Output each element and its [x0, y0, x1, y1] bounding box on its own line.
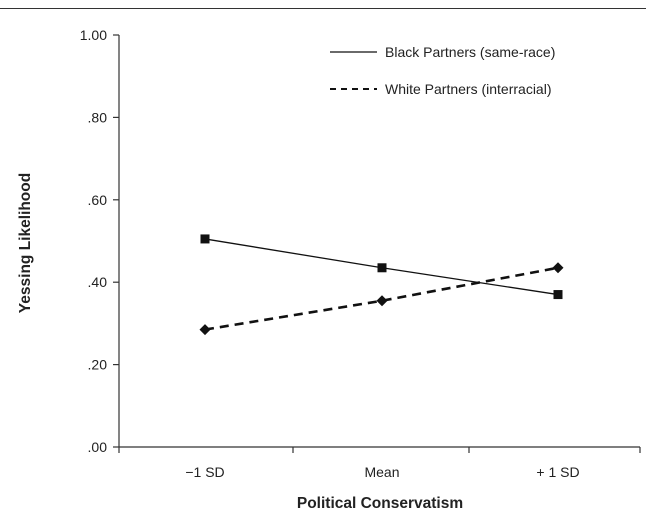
- series-white-partners: [199, 262, 564, 336]
- y-tick-label: .00: [88, 439, 108, 455]
- top-rule: [0, 8, 646, 9]
- x-tick-label: Mean: [364, 464, 399, 480]
- square-marker: [377, 263, 387, 273]
- diamond-marker: [376, 295, 388, 307]
- square-marker: [553, 290, 563, 300]
- x-ticks: −1 SD Mean + 1 SD: [118, 447, 641, 480]
- y-axis-title: Yessing Likelihood: [17, 173, 34, 313]
- diamond-marker: [199, 324, 211, 336]
- series-black-partners: [200, 234, 563, 300]
- x-tick-label: + 1 SD: [536, 464, 579, 480]
- series-layer: [199, 234, 564, 336]
- legend: Black Partners (same-race) White Partners…: [330, 44, 555, 97]
- y-ticks: .00 .20 .40 .60 .80 1.00: [80, 27, 119, 455]
- chart-axes: [118, 35, 640, 448]
- legend-label: White Partners (interracial): [385, 81, 552, 97]
- x-tick-label: −1 SD: [185, 464, 224, 480]
- legend-label: Black Partners (same-race): [385, 44, 555, 60]
- diamond-marker: [552, 262, 564, 274]
- y-tick-label: .40: [88, 274, 108, 290]
- square-marker: [200, 234, 210, 244]
- y-tick-label: .20: [88, 357, 108, 373]
- x-axis-title: Political Conservatism: [297, 495, 463, 512]
- y-tick-label: .80: [88, 109, 108, 125]
- y-tick-label: 1.00: [80, 27, 107, 43]
- y-tick-label: .60: [88, 192, 108, 208]
